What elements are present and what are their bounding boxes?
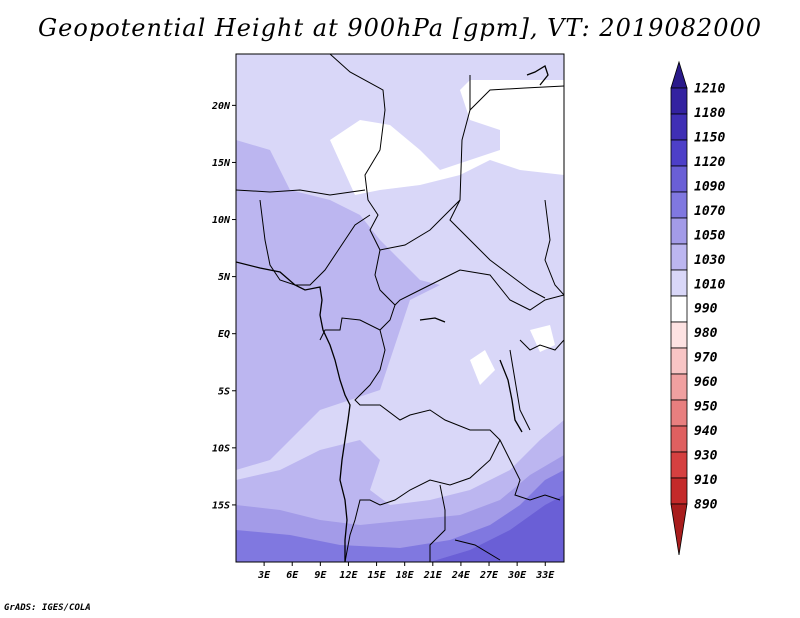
colorbar-swatch — [670, 243, 688, 271]
lon-tick-label: 9E — [314, 570, 327, 581]
lon-tick-label: 21E — [423, 570, 443, 581]
map-title: Geopotential Height at 900hPa [gpm], VT:… — [38, 14, 762, 42]
credit-label: GrADS: IGES/COLA — [4, 603, 91, 613]
lat-tick-label: 5S — [218, 386, 230, 397]
colorbar-label: 990 — [694, 302, 718, 317]
colorbar-swatch — [670, 425, 688, 453]
lat-tick-label: 20N — [211, 101, 231, 112]
white-patch — [470, 350, 495, 385]
colorbar-label: 940 — [694, 424, 718, 439]
colorbar-swatch — [670, 399, 688, 427]
band-white-north — [330, 80, 564, 195]
colorbar-swatch — [670, 347, 688, 375]
lat-tick-label: 10S — [212, 443, 230, 454]
colorbar-swatch — [670, 217, 688, 245]
lon-tick-label: 18E — [396, 570, 415, 581]
colorbar-label: 1180 — [694, 106, 725, 121]
lat-tick-label: 15S — [212, 500, 230, 511]
colorbar-swatch — [670, 321, 688, 349]
colorbar-label: 910 — [694, 473, 718, 488]
lat-tick-label: 15N — [212, 158, 231, 169]
colorbar-label: 970 — [694, 351, 718, 366]
colorbar-label: 950 — [694, 400, 718, 415]
colorbar-label: 890 — [694, 498, 718, 513]
colorbar-label: 1030 — [694, 253, 725, 268]
band-north — [236, 54, 470, 170]
colorbar-label: 960 — [694, 375, 718, 390]
lon-tick-label: 15E — [368, 570, 387, 581]
colorbar-label: 1090 — [694, 179, 725, 194]
colorbar-label: 1010 — [694, 277, 725, 292]
colorbar-label: 930 — [694, 449, 718, 464]
colorbar-label: 980 — [694, 326, 718, 341]
colorbar-swatch — [670, 87, 688, 115]
colorbar-swatch — [670, 165, 688, 193]
colorbar-legend: 1210 1180 1150 1120 1090 1070 1050 1030 1010 990 9… — [670, 60, 725, 556]
map-frame — [235, 53, 565, 563]
band-1030-1050-west — [236, 140, 440, 470]
band-1090-1120 — [430, 495, 564, 562]
lon-tick-label: 12E — [339, 570, 358, 581]
colorbar-swatch — [670, 295, 688, 323]
white-patch-lake — [530, 325, 555, 352]
colorbar-swatch — [670, 139, 688, 167]
lon-tick-label: 33E — [535, 570, 555, 581]
colorbar-swatch — [670, 373, 688, 401]
colorbar-label: 1070 — [694, 204, 725, 219]
lon-tick-label: 3E — [257, 570, 271, 581]
height-field — [236, 54, 564, 562]
band-1070-1090 — [236, 470, 564, 562]
lat-tick-label: 10N — [212, 215, 231, 226]
colorbar-top-arrow — [670, 60, 688, 89]
latitude-axis: 20N 15N 10N 5N EQ 5S 10S 15S — [211, 101, 236, 511]
colorbar-label: 1210 — [694, 82, 725, 97]
coastline — [236, 65, 549, 562]
colorbar-label: 1050 — [694, 228, 725, 243]
colorbar-swatch — [670, 477, 688, 505]
lon-tick-label: 24E — [451, 570, 471, 581]
lon-tick-label: 30E — [507, 570, 527, 581]
country-borders — [236, 54, 564, 562]
colorbar-label: 1150 — [694, 130, 725, 145]
colorbar-swatch — [670, 113, 688, 141]
colorbar-swatch — [670, 451, 688, 479]
lat-tick-label: EQ — [218, 329, 230, 340]
lat-tick-label: 5N — [218, 272, 231, 283]
longitude-axis: 3E 6E 9E 12E 15E 18E 21E 24E 27E 30E 33E — [257, 562, 555, 581]
colorbar-label: 1120 — [694, 155, 725, 170]
colorbar-swatch — [670, 191, 688, 219]
colorbar-bottom-arrow — [670, 503, 688, 556]
lon-tick-label: 27E — [479, 570, 499, 581]
band-white-ne — [520, 80, 564, 120]
colorbar-swatch — [670, 269, 688, 297]
lon-tick-label: 6E — [286, 570, 299, 581]
